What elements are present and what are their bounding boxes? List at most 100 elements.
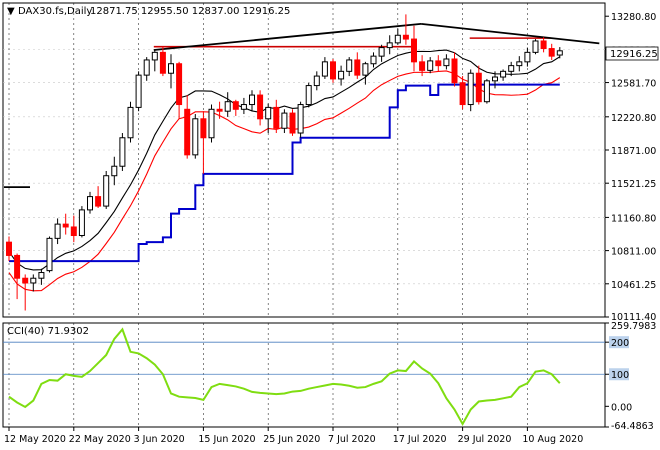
candle-body-up [305, 85, 312, 106]
candle-body-down [257, 94, 264, 120]
time-tick-label: 25 Jun 2020 [263, 434, 320, 445]
cci-tick-label: 200 [611, 338, 629, 349]
last-price-tag [605, 46, 659, 61]
candle-body-up [516, 61, 523, 67]
candle-body-up [483, 80, 490, 103]
candle-body-down [176, 63, 183, 106]
price-tick-label: 10811.00 [611, 247, 656, 258]
candle-body-up [281, 112, 288, 129]
candle-body-up [386, 42, 393, 49]
candle-body-up [313, 75, 320, 87]
candle-body-up [500, 70, 507, 78]
candle-body-down [548, 48, 555, 57]
cci-line [8, 327, 561, 427]
cci-tick-label: 259.7983 [611, 321, 656, 332]
time-tick-label: 7 Jul 2020 [328, 434, 376, 445]
candle-body-up [378, 47, 385, 57]
candle-body-up [556, 50, 563, 56]
candle-body-down [402, 34, 409, 40]
candle-body-down [330, 61, 336, 80]
candle-body-up [240, 104, 247, 110]
trend-line-down [421, 22, 600, 45]
candle-body-down [354, 59, 361, 76]
last-price-label: 12916.25 [610, 49, 658, 60]
cci-tick-label: -64.4863 [611, 421, 654, 432]
candle-body-up [119, 137, 126, 167]
candle-body-down [70, 226, 77, 237]
candle-body-down [289, 112, 296, 134]
candle-body-up [87, 196, 93, 211]
cci-axis: 259.7983 200 100 0.00 -64.4863 [605, 321, 656, 432]
candle-body-up [249, 94, 255, 106]
candle-body-up [38, 272, 45, 279]
stop-line [9, 83, 560, 263]
cci-indicator-label: CCI(40) 71.9302 [7, 326, 89, 337]
price-tick-label: 11871.00 [611, 146, 656, 157]
upper-band-line [8, 49, 561, 271]
candle-body-down [435, 60, 442, 67]
cci-level-tag [609, 336, 629, 349]
candle-body-up [265, 106, 272, 120]
candle-body-down [419, 61, 426, 71]
candle-body-down [459, 82, 466, 106]
cci-group [3, 327, 605, 427]
candle-body-up [394, 34, 401, 44]
time-tick-label: 15 Jun 2020 [198, 434, 255, 445]
cci-tick-label: 0.00 [611, 402, 632, 413]
price-tick-label: 11521.25 [611, 179, 656, 190]
candle-body-up [192, 118, 199, 156]
candle-body-up [30, 277, 37, 284]
candle-body-down [184, 108, 191, 156]
price-tick-label: 11160.80 [611, 213, 656, 224]
candle-body-up [508, 65, 515, 72]
price-tick-label: 10461.25 [611, 280, 656, 291]
candle-body-down [475, 72, 482, 103]
candle-body-up [111, 165, 118, 177]
candle-body-up [135, 74, 142, 108]
price-tick-label: 12220.80 [611, 113, 656, 124]
candle-body-up [362, 63, 369, 76]
symbol-caret-icon[interactable]: ▼ [7, 6, 15, 17]
candle-body-up [370, 55, 377, 65]
time-tick-label: 12 May 2020 [4, 434, 66, 445]
candle-body-down [6, 241, 12, 256]
candle-body-up [338, 70, 345, 80]
chart-symbol-label: DAX30.fs,Daily [18, 6, 92, 17]
time-tick-label: 22 May 2020 [69, 434, 131, 445]
candle-body-down [216, 108, 223, 112]
candle-body-up [54, 223, 61, 239]
candle-body-up [46, 237, 53, 272]
candle-body-up [224, 101, 231, 112]
time-tick-label: 3 Jun 2020 [134, 434, 185, 445]
time-tick-label: 29 Jul 2020 [458, 434, 512, 445]
time-tick-label: 17 Jul 2020 [393, 434, 447, 445]
candle-body-up [143, 59, 150, 76]
candle-body-down [22, 277, 29, 284]
candle-body-up [467, 72, 474, 106]
candle-body-up [297, 104, 304, 134]
candle-body-down [62, 223, 69, 228]
chart-ohlc-label: 12871.75 12955.50 12837.00 12916.25 [90, 6, 290, 17]
grid-lines [3, 3, 605, 427]
trend-line-up [153, 22, 422, 51]
cci-level-tag [609, 368, 629, 381]
candle-body-down [95, 196, 102, 207]
candle-body-down [411, 38, 417, 63]
cci-pane [2, 322, 606, 428]
candle-body-up [321, 61, 328, 77]
price-tick-label: 12581.70 [611, 79, 656, 90]
candle-body-down [200, 118, 207, 139]
candle-body-up [127, 106, 134, 139]
candle-body-down [159, 51, 166, 74]
price-pane [2, 2, 606, 318]
candle-body-up [78, 209, 85, 237]
price-tick-label: 13280.80 [611, 12, 656, 23]
time-axis: 12 May 2020 22 May 2020 3 Jun 2020 15 Jun 2… [4, 427, 583, 445]
candle-body-up [208, 108, 215, 139]
candle-body-up [168, 63, 174, 74]
candle-body-up [346, 59, 353, 72]
candle-body-down [540, 40, 547, 50]
candle-body-up [524, 51, 531, 63]
candle-body-up [443, 58, 450, 67]
